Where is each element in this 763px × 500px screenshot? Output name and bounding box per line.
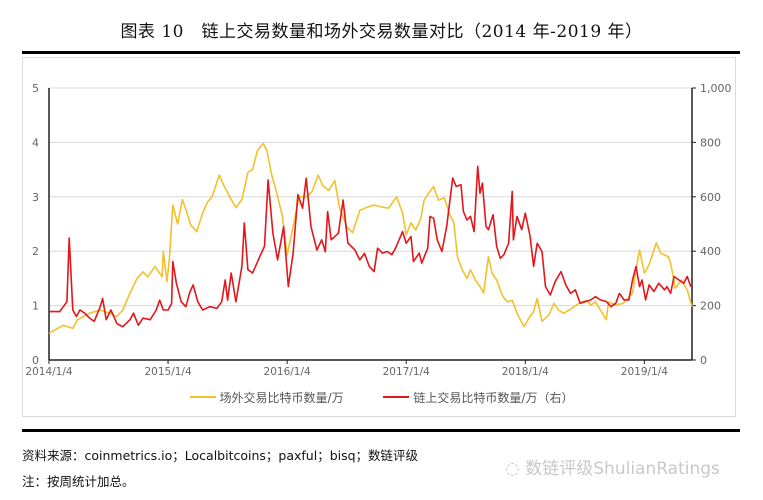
y-left-tick-label: 3 bbox=[32, 191, 39, 204]
y-right-tick-label: 400 bbox=[700, 245, 721, 258]
legend: 场外交易比特币数量/万 链上交易比特币数量/万（右） bbox=[0, 387, 763, 406]
watermark-text: 数链评级ShulianRatings bbox=[525, 459, 720, 479]
series-line-onchain bbox=[49, 165, 692, 328]
wechat-icon: ◌ bbox=[505, 459, 526, 479]
legend-label-onchain: 链上交易比特币数量/万（右） bbox=[413, 390, 574, 405]
legend-label-otc: 场外交易比特币数量/万 bbox=[219, 390, 344, 405]
legend-swatch-onchain bbox=[383, 396, 410, 398]
y-left-tick-label: 5 bbox=[32, 82, 39, 95]
x-tick-label: 2018/1/4 bbox=[502, 366, 549, 378]
watermark: ◌ 数链评级ShulianRatings bbox=[505, 454, 720, 479]
y-right-tick-label: 200 bbox=[700, 300, 721, 313]
legend-item-otc: 场外交易比特币数量/万 bbox=[189, 389, 344, 406]
x-tick-label: 2015/1/4 bbox=[144, 366, 191, 378]
y-right-tick-label: 0 bbox=[700, 354, 707, 367]
chart-frame bbox=[22, 57, 736, 417]
x-tick-label: 2019/1/4 bbox=[621, 366, 668, 378]
y-left-tick-label: 0 bbox=[32, 354, 39, 367]
legend-swatch-otc bbox=[189, 396, 216, 398]
legend-item-onchain: 链上交易比特币数量/万（右） bbox=[383, 389, 573, 406]
x-tick-label: 2017/1/4 bbox=[383, 366, 430, 378]
figure-title: 图表 10 链上交易数量和场外交易数量对比（2014 年-2019 年） bbox=[120, 22, 643, 42]
footnote: 注：按周统计加总。 bbox=[22, 474, 135, 489]
x-tick-label: 2014/1/4 bbox=[25, 366, 72, 378]
y-left-tick-label: 1 bbox=[32, 300, 39, 313]
top-rule bbox=[22, 51, 740, 54]
series-line-otc bbox=[48, 142, 693, 334]
bottom-rule bbox=[22, 429, 740, 432]
y-right-tick-label: 600 bbox=[700, 191, 721, 204]
y-right-tick-label: 1,000 bbox=[700, 82, 732, 95]
y-right-tick-label: 800 bbox=[700, 136, 721, 149]
y-left-tick-label: 2 bbox=[32, 245, 39, 258]
source-note: 资料来源：coinmetrics.io；Localbitcoins；paxful… bbox=[22, 448, 419, 463]
x-tick-label: 2016/1/4 bbox=[264, 366, 311, 378]
y-left-tick-label: 4 bbox=[32, 136, 39, 149]
